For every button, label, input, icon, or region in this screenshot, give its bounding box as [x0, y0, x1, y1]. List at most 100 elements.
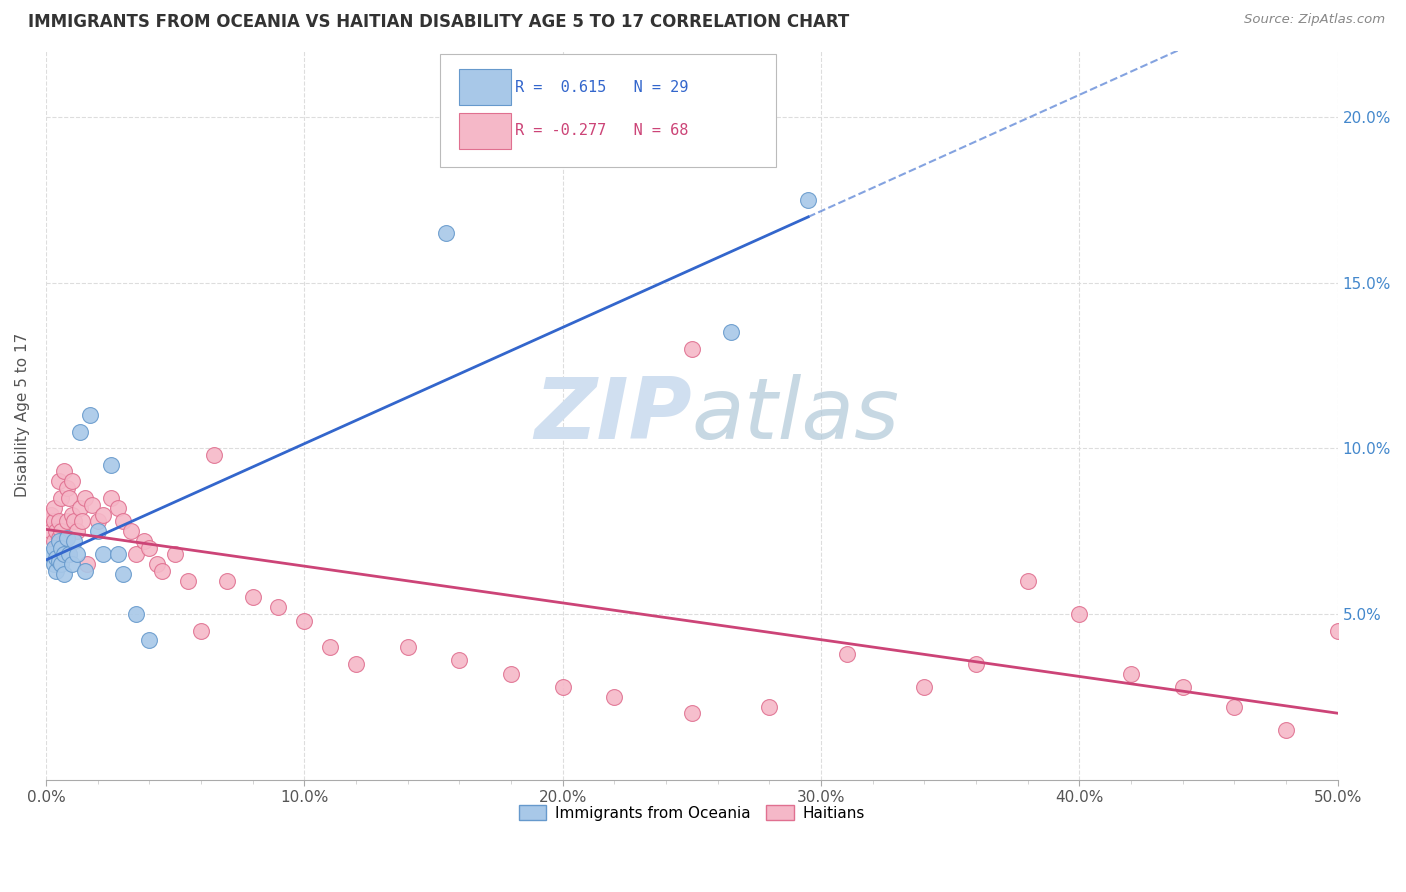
Point — [1069, 607, 1091, 621]
Point — [107, 500, 129, 515]
Point — [190, 624, 212, 638]
Point — [146, 558, 169, 572]
Point — [48, 534, 70, 549]
Point — [134, 534, 156, 549]
FancyBboxPatch shape — [460, 112, 510, 149]
Text: R =  0.615   N = 29: R = 0.615 N = 29 — [515, 79, 689, 95]
Point — [51, 524, 73, 538]
Point — [86, 524, 108, 538]
Point — [66, 547, 89, 561]
Text: atlas: atlas — [692, 374, 900, 457]
Point — [344, 657, 367, 671]
Point — [60, 508, 83, 522]
Point — [1119, 666, 1142, 681]
Point — [86, 514, 108, 528]
Point — [39, 508, 62, 522]
Point — [138, 633, 160, 648]
Point — [45, 564, 67, 578]
Point — [58, 491, 80, 505]
Point — [165, 547, 187, 561]
Point — [53, 567, 76, 582]
Point — [60, 475, 83, 489]
Point — [91, 547, 114, 561]
Point — [449, 653, 471, 667]
Point — [215, 574, 238, 588]
Point — [45, 524, 67, 538]
Point — [42, 541, 65, 555]
Point — [69, 500, 91, 515]
Point — [55, 514, 77, 528]
Point — [51, 541, 73, 555]
Point — [53, 465, 76, 479]
Point — [63, 514, 86, 528]
Point — [45, 541, 67, 555]
Point — [1017, 574, 1039, 588]
Point — [551, 680, 574, 694]
Point — [79, 408, 101, 422]
Point — [73, 491, 96, 505]
Point — [51, 558, 73, 572]
Point — [681, 342, 703, 356]
Text: ZIP: ZIP — [534, 374, 692, 457]
Point — [1223, 699, 1246, 714]
Point — [55, 481, 77, 495]
Point — [60, 558, 83, 572]
Point — [267, 600, 290, 615]
Y-axis label: Disability Age 5 to 17: Disability Age 5 to 17 — [15, 333, 30, 497]
FancyBboxPatch shape — [460, 69, 510, 105]
Point — [720, 326, 742, 340]
Point — [436, 226, 458, 240]
Point — [1171, 680, 1194, 694]
Point — [125, 547, 148, 561]
Text: R = -0.277   N = 68: R = -0.277 N = 68 — [515, 123, 689, 138]
Point — [91, 508, 114, 522]
Point — [603, 690, 626, 704]
Point — [70, 514, 93, 528]
Point — [48, 531, 70, 545]
Point — [82, 498, 104, 512]
Point — [177, 574, 200, 588]
Point — [53, 534, 76, 549]
Text: Source: ZipAtlas.com: Source: ZipAtlas.com — [1244, 13, 1385, 27]
Legend: Immigrants from Oceania, Haitians: Immigrants from Oceania, Haitians — [512, 798, 872, 827]
Point — [53, 547, 76, 561]
Point — [58, 547, 80, 561]
Point — [48, 554, 70, 568]
Point — [76, 558, 98, 572]
Point — [396, 640, 419, 654]
Point — [965, 657, 987, 671]
Point — [51, 547, 73, 561]
Point — [1275, 723, 1298, 737]
Point — [38, 514, 60, 528]
Point — [69, 425, 91, 439]
Text: IMMIGRANTS FROM OCEANIA VS HAITIAN DISABILITY AGE 5 TO 17 CORRELATION CHART: IMMIGRANTS FROM OCEANIA VS HAITIAN DISAB… — [28, 13, 849, 31]
Point — [138, 541, 160, 555]
Point — [63, 534, 86, 549]
Point — [292, 614, 315, 628]
Point — [100, 491, 122, 505]
Point — [100, 458, 122, 472]
Point — [42, 558, 65, 572]
Point — [66, 524, 89, 538]
Point — [150, 564, 173, 578]
Point — [835, 647, 858, 661]
Point — [797, 193, 820, 207]
Point — [112, 567, 135, 582]
Point — [319, 640, 342, 654]
Point — [107, 547, 129, 561]
Point — [499, 666, 522, 681]
Point — [58, 547, 80, 561]
Point — [202, 448, 225, 462]
Point — [39, 524, 62, 538]
Point — [42, 514, 65, 528]
Point — [39, 547, 62, 561]
Point — [73, 564, 96, 578]
Point — [681, 706, 703, 721]
Point — [112, 514, 135, 528]
Point — [758, 699, 780, 714]
Point — [1326, 624, 1348, 638]
Point — [45, 550, 67, 565]
Point — [125, 607, 148, 621]
Point — [120, 524, 142, 538]
Point — [48, 475, 70, 489]
